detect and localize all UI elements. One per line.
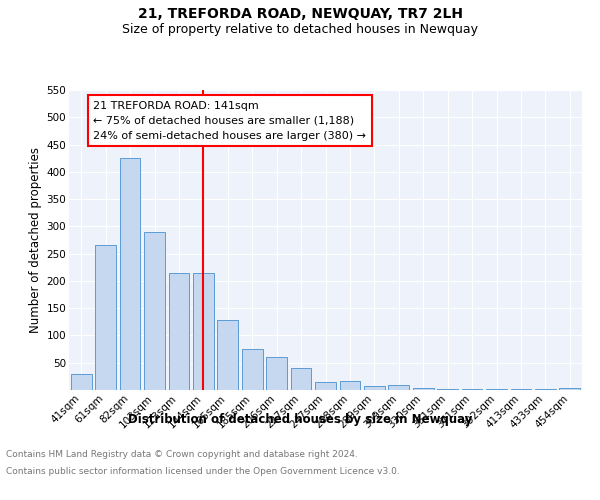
Text: Size of property relative to detached houses in Newquay: Size of property relative to detached ho… <box>122 22 478 36</box>
Text: 21 TREFORDA ROAD: 141sqm
← 75% of detached houses are smaller (1,188)
24% of sem: 21 TREFORDA ROAD: 141sqm ← 75% of detach… <box>94 101 367 140</box>
Bar <box>388 384 409 390</box>
Bar <box>95 246 116 390</box>
Bar <box>266 358 287 390</box>
Bar <box>169 272 190 390</box>
Bar <box>119 158 140 390</box>
Bar <box>193 272 214 390</box>
Bar <box>413 388 434 390</box>
Text: Distribution of detached houses by size in Newquay: Distribution of detached houses by size … <box>128 412 472 426</box>
Bar <box>71 374 92 390</box>
Text: Contains public sector information licensed under the Open Government Licence v3: Contains public sector information licen… <box>6 468 400 476</box>
Text: 21, TREFORDA ROAD, NEWQUAY, TR7 2LH: 21, TREFORDA ROAD, NEWQUAY, TR7 2LH <box>137 8 463 22</box>
Bar <box>461 389 482 390</box>
Text: Contains HM Land Registry data © Crown copyright and database right 2024.: Contains HM Land Registry data © Crown c… <box>6 450 358 459</box>
Bar <box>364 386 385 390</box>
Bar <box>340 380 361 390</box>
Bar <box>290 368 311 390</box>
Bar <box>559 388 580 390</box>
Bar <box>315 382 336 390</box>
Bar <box>144 232 165 390</box>
Bar <box>437 389 458 390</box>
Bar <box>217 320 238 390</box>
Bar <box>511 389 532 390</box>
Y-axis label: Number of detached properties: Number of detached properties <box>29 147 43 333</box>
Bar <box>242 348 263 390</box>
